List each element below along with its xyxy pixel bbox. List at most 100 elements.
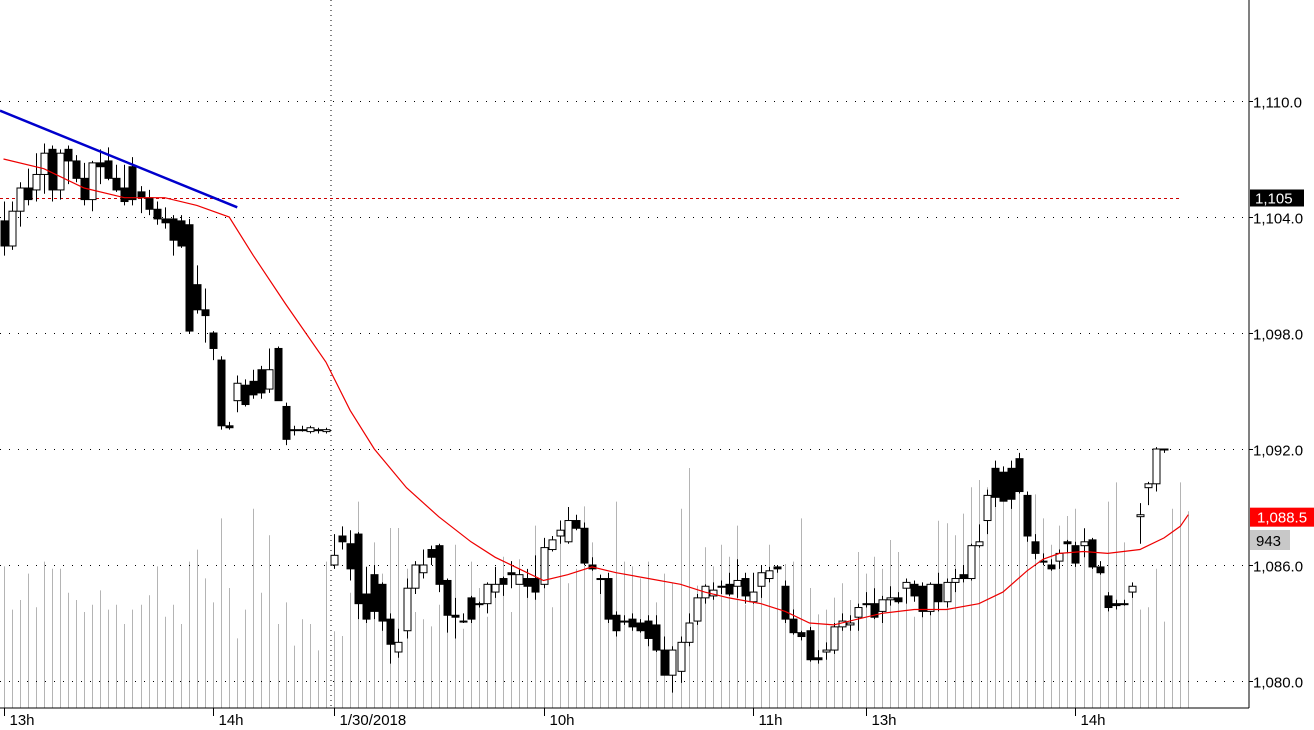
candle bbox=[636, 619, 645, 633]
trend-line[interactable] bbox=[0, 109, 238, 209]
candle bbox=[1128, 582, 1137, 598]
gridlines bbox=[0, 101, 1245, 682]
candle-body-up bbox=[733, 579, 742, 587]
candle bbox=[467, 595, 476, 623]
candle bbox=[193, 265, 202, 314]
candle-body-up bbox=[846, 622, 855, 626]
candle-body-up bbox=[556, 529, 565, 537]
candle-body-up bbox=[56, 152, 65, 191]
candle bbox=[153, 201, 162, 225]
candle bbox=[515, 568, 524, 585]
candle-body-down bbox=[249, 380, 258, 396]
candle bbox=[24, 168, 33, 206]
candle-body-up bbox=[830, 626, 839, 651]
candle bbox=[757, 565, 766, 598]
candle-body-down bbox=[257, 369, 266, 394]
candle bbox=[72, 155, 81, 183]
candle bbox=[628, 613, 637, 631]
candle-body-up bbox=[668, 649, 677, 676]
candle bbox=[483, 582, 492, 614]
candle-body-down bbox=[362, 593, 371, 620]
candle-body-down bbox=[48, 148, 57, 191]
candle bbox=[257, 365, 266, 399]
candle bbox=[668, 646, 677, 693]
candle bbox=[943, 578, 952, 608]
candle-body-up bbox=[822, 649, 831, 653]
candle-body-up bbox=[951, 578, 960, 583]
candle bbox=[330, 534, 339, 569]
candle-body-up bbox=[862, 603, 871, 606]
candle bbox=[1063, 539, 1072, 554]
candle bbox=[846, 615, 855, 631]
candle-body-up bbox=[854, 607, 863, 618]
candle-body-down bbox=[918, 585, 927, 612]
candle-body-down bbox=[467, 597, 476, 620]
last-volume-badge: 943 bbox=[1250, 530, 1290, 550]
candle bbox=[322, 427, 331, 434]
candle bbox=[411, 561, 420, 594]
candle-body-down bbox=[435, 545, 444, 585]
candle-body-down bbox=[1031, 541, 1040, 554]
candle-body-down bbox=[128, 166, 137, 201]
candle-body-down bbox=[572, 520, 581, 529]
candle bbox=[564, 507, 573, 544]
candle bbox=[435, 543, 444, 593]
candle bbox=[967, 543, 976, 581]
candle-body-up bbox=[1136, 514, 1145, 518]
candle bbox=[225, 421, 234, 430]
candle bbox=[169, 215, 178, 256]
candle-body-up bbox=[1128, 585, 1137, 593]
candle-body-up bbox=[1152, 448, 1161, 485]
candle-body-down bbox=[370, 574, 379, 612]
candle-body-up bbox=[886, 597, 895, 601]
candle-body-down bbox=[451, 614, 460, 618]
time-tick-label: 13h bbox=[10, 712, 35, 729]
candle bbox=[394, 628, 403, 658]
candle bbox=[177, 215, 186, 248]
candle-body-down bbox=[580, 527, 589, 564]
candle-body-down bbox=[894, 597, 903, 603]
time-tick-label: 14h bbox=[219, 712, 244, 729]
candle-body-up bbox=[403, 587, 412, 632]
candle bbox=[951, 568, 960, 593]
candle-body-up bbox=[298, 429, 307, 432]
candle bbox=[548, 536, 557, 552]
candle bbox=[120, 164, 129, 206]
candle bbox=[185, 218, 194, 333]
candle-body-up bbox=[975, 541, 984, 547]
volume-bars bbox=[4, 468, 1189, 708]
time-tick-label: 11h bbox=[759, 712, 783, 729]
candle-body-up bbox=[620, 620, 629, 623]
candle-body-down bbox=[499, 578, 508, 585]
reference-price-badge-label: 1,105 bbox=[1255, 191, 1293, 208]
candle bbox=[733, 559, 742, 598]
candle bbox=[1160, 448, 1169, 453]
candle-body-down bbox=[1007, 467, 1016, 500]
candle bbox=[346, 530, 355, 581]
candle bbox=[620, 615, 629, 625]
candle bbox=[741, 572, 750, 604]
candle-body-up bbox=[1160, 448, 1169, 451]
price-axis: 1,110.0 1,104.0 1,098.0 1,092.0 1,086.0 1,080… bbox=[1249, 95, 1303, 692]
candle-body-down bbox=[934, 583, 943, 603]
candle-body-down bbox=[177, 220, 186, 247]
candle bbox=[556, 520, 565, 544]
candle bbox=[427, 545, 436, 565]
candle bbox=[459, 613, 468, 623]
candle bbox=[306, 425, 315, 434]
candle bbox=[685, 613, 694, 647]
candle bbox=[32, 153, 41, 202]
candle-body-down bbox=[806, 630, 815, 661]
time-tick-label: 1/30/2018 bbox=[340, 712, 407, 729]
price-tick-label: 1,092.0 bbox=[1253, 443, 1303, 460]
candle bbox=[112, 164, 121, 192]
candle-body-down bbox=[274, 347, 283, 402]
candle-body-up bbox=[265, 369, 274, 390]
candle-body-up bbox=[483, 583, 492, 605]
candle-body-down bbox=[378, 583, 387, 622]
candle bbox=[338, 526, 347, 550]
candle bbox=[290, 425, 299, 436]
candle bbox=[652, 615, 661, 652]
candle-body-up bbox=[306, 427, 315, 433]
